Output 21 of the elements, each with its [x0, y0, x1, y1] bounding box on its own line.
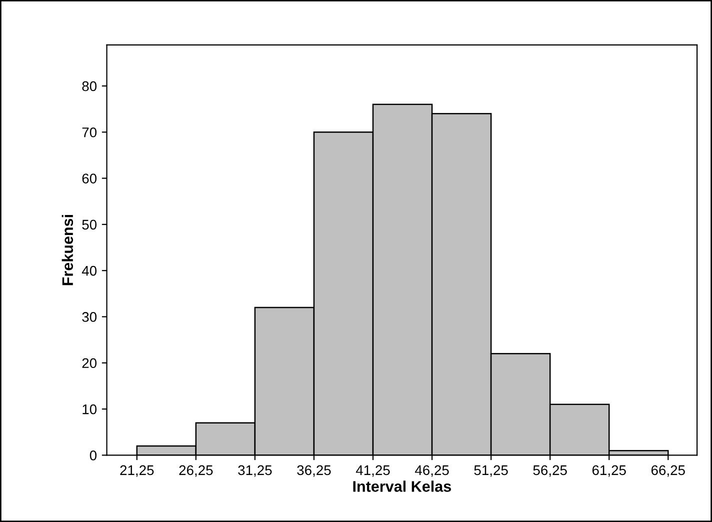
x-tick-label: 26,25 [179, 465, 213, 477]
x-tick-label: 56,25 [533, 465, 567, 477]
y-tick-label: 30 [82, 312, 97, 322]
x-tick-label: 31,25 [238, 465, 272, 477]
x-tick-label: 36,25 [297, 465, 331, 477]
x-tick-label: 61,25 [592, 465, 626, 477]
x-tick-label: 46,25 [414, 465, 449, 477]
y-tick-label: 80 [82, 81, 97, 92]
y-tick-label: 60 [82, 174, 97, 184]
x-tick-label: 41,25 [356, 465, 390, 477]
x-tick-label: 51,25 [474, 465, 508, 477]
y-axis-title: Frekuensi [62, 215, 74, 286]
x-axis-title: Interval Kelas [353, 480, 451, 492]
y-tick-label: 50 [82, 220, 97, 230]
x-tick-label: 21,25 [120, 465, 154, 477]
x-tick-label: 66,25 [651, 465, 685, 477]
y-tick-label: 40 [82, 266, 97, 276]
y-tick-label: 0 [90, 450, 97, 460]
y-tick-label: 20 [82, 358, 97, 368]
y-tick-label: 70 [82, 127, 97, 138]
y-tick-label: 10 [82, 404, 97, 414]
